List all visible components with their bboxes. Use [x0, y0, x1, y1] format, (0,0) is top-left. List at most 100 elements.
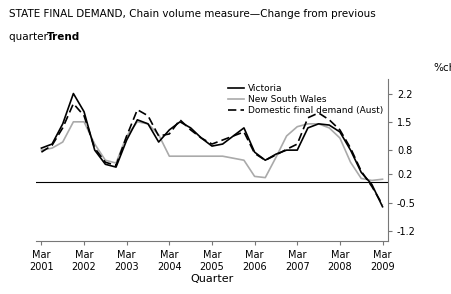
- Victoria: [103, 163, 108, 166]
- Victoria: [71, 92, 76, 95]
- New South Wales: [337, 136, 343, 140]
- Victoria: [124, 138, 129, 142]
- New South Wales: [209, 154, 215, 158]
- Victoria: [145, 122, 151, 126]
- Domestic final demand (Aust): [252, 152, 258, 155]
- Domestic final demand (Aust): [81, 114, 87, 118]
- Line: Victoria: Victoria: [41, 93, 382, 207]
- Victoria: [113, 165, 119, 169]
- Domestic final demand (Aust): [60, 126, 65, 130]
- Victoria: [92, 148, 97, 152]
- New South Wales: [103, 158, 108, 162]
- Victoria: [241, 126, 247, 130]
- Victoria: [60, 122, 65, 126]
- X-axis label: Quarter: Quarter: [190, 275, 234, 285]
- New South Wales: [241, 158, 247, 162]
- Domestic final demand (Aust): [327, 118, 332, 122]
- New South Wales: [273, 156, 279, 159]
- New South Wales: [188, 154, 193, 158]
- New South Wales: [327, 126, 332, 130]
- Victoria: [273, 152, 279, 156]
- New South Wales: [145, 122, 151, 126]
- Victoria: [166, 128, 172, 132]
- Victoria: [81, 110, 87, 113]
- Text: %change: %change: [433, 63, 451, 73]
- New South Wales: [316, 122, 321, 126]
- New South Wales: [348, 161, 353, 164]
- Victoria: [39, 146, 44, 150]
- New South Wales: [92, 142, 97, 146]
- Domestic final demand (Aust): [295, 142, 300, 146]
- Victoria: [135, 118, 140, 122]
- Domestic final demand (Aust): [103, 161, 108, 164]
- Domestic final demand (Aust): [337, 128, 343, 132]
- New South Wales: [295, 125, 300, 128]
- Victoria: [295, 148, 300, 152]
- Domestic final demand (Aust): [39, 151, 44, 154]
- Domestic final demand (Aust): [71, 102, 76, 106]
- New South Wales: [220, 154, 226, 158]
- Text: Trend: Trend: [47, 32, 81, 42]
- Domestic final demand (Aust): [369, 185, 375, 188]
- Victoria: [380, 205, 385, 208]
- New South Wales: [198, 154, 204, 158]
- Domestic final demand (Aust): [177, 118, 183, 122]
- Line: New South Wales: New South Wales: [41, 122, 382, 181]
- Victoria: [337, 130, 343, 134]
- Domestic final demand (Aust): [145, 114, 151, 118]
- Domestic final demand (Aust): [209, 142, 215, 146]
- Victoria: [327, 123, 332, 127]
- Domestic final demand (Aust): [273, 153, 279, 157]
- Victoria: [262, 158, 268, 162]
- New South Wales: [262, 176, 268, 179]
- Domestic final demand (Aust): [156, 134, 161, 138]
- New South Wales: [60, 140, 65, 144]
- Domestic final demand (Aust): [241, 130, 247, 134]
- New South Wales: [230, 156, 236, 160]
- Domestic final demand (Aust): [230, 134, 236, 138]
- New South Wales: [359, 177, 364, 180]
- New South Wales: [71, 120, 76, 123]
- Domestic final demand (Aust): [49, 143, 55, 147]
- Domestic final demand (Aust): [198, 136, 204, 140]
- Victoria: [156, 140, 161, 144]
- Text: quarter:: quarter:: [9, 32, 55, 42]
- Victoria: [230, 134, 236, 138]
- Domestic final demand (Aust): [92, 146, 97, 150]
- Victoria: [305, 126, 311, 130]
- Domestic final demand (Aust): [220, 138, 226, 142]
- Domestic final demand (Aust): [135, 108, 140, 111]
- Domestic final demand (Aust): [284, 148, 289, 151]
- New South Wales: [380, 178, 385, 181]
- New South Wales: [81, 120, 87, 123]
- New South Wales: [135, 120, 140, 123]
- Victoria: [359, 171, 364, 174]
- Domestic final demand (Aust): [305, 116, 311, 120]
- New South Wales: [284, 134, 289, 138]
- Line: Domestic final demand (Aust): Domestic final demand (Aust): [41, 104, 382, 205]
- Victoria: [369, 183, 375, 186]
- Victoria: [49, 142, 55, 146]
- Domestic final demand (Aust): [166, 132, 172, 136]
- Text: STATE FINAL DEMAND, Chain volume measure—Change from previous: STATE FINAL DEMAND, Chain volume measure…: [9, 9, 376, 19]
- Victoria: [220, 142, 226, 146]
- Legend: Victoria, New South Wales, Domestic final demand (Aust): Victoria, New South Wales, Domestic fina…: [228, 84, 383, 116]
- New South Wales: [252, 175, 258, 178]
- New South Wales: [124, 134, 129, 138]
- New South Wales: [166, 154, 172, 158]
- Victoria: [284, 148, 289, 152]
- New South Wales: [369, 179, 375, 182]
- New South Wales: [305, 122, 311, 126]
- Victoria: [252, 151, 258, 154]
- Victoria: [316, 122, 321, 126]
- New South Wales: [177, 154, 183, 158]
- New South Wales: [39, 148, 44, 152]
- Victoria: [209, 144, 215, 148]
- Victoria: [188, 126, 193, 130]
- Domestic final demand (Aust): [188, 128, 193, 132]
- New South Wales: [156, 133, 161, 136]
- New South Wales: [49, 146, 55, 150]
- Domestic final demand (Aust): [380, 203, 385, 206]
- Victoria: [348, 148, 353, 152]
- Domestic final demand (Aust): [124, 134, 129, 138]
